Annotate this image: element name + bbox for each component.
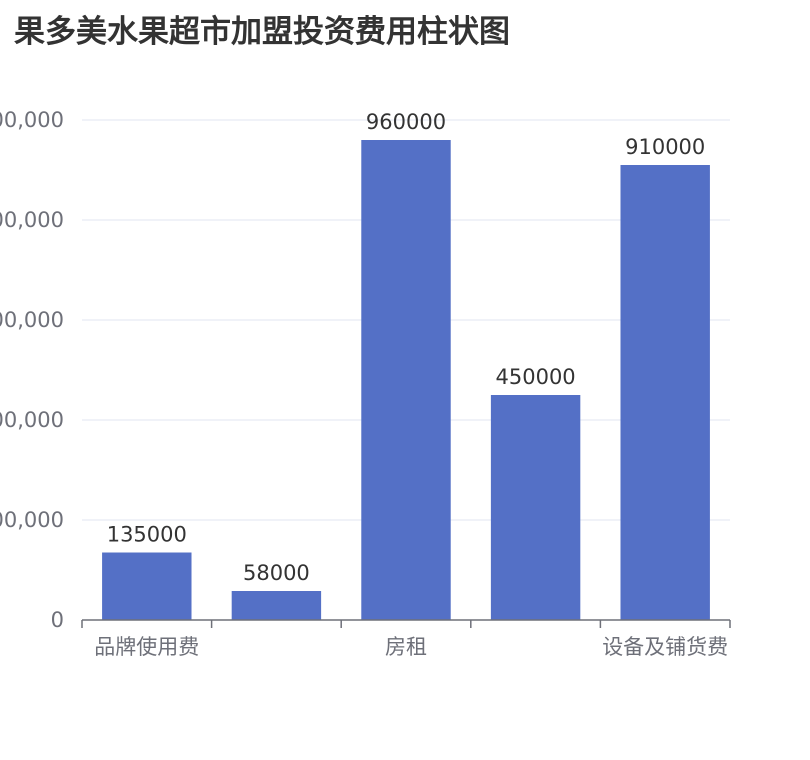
bar [620,165,710,620]
y-tick-label: 1,000,000 [0,108,64,132]
bar-value-label: 960000 [366,110,446,134]
y-tick-label: 200,000 [0,508,64,532]
bar [231,591,322,620]
bar-value-label: 135000 [107,523,187,547]
x-tick-label: 房租 [385,635,427,659]
y-tick-label: 600,000 [0,308,64,332]
bar [361,140,451,620]
bar [102,552,192,620]
y-tick-label: 800,000 [0,208,64,232]
x-tick-label: 品牌使用费 [94,635,199,659]
data-labels: 135000 58000 960000 450000 910000 [107,110,706,585]
y-axis-ticks: 0 200,000 400,000 600,000 800,000 1,000,000 [0,108,64,632]
bars [102,140,710,620]
y-tick-label: 0 [51,608,64,632]
bar-value-label: 910000 [625,135,705,159]
bar [490,395,581,620]
chart-title: 果多美水果超市加盟投资费用柱状图 [14,14,510,50]
x-axis: 品牌使用费 房租 设备及铺货费 [81,619,731,659]
y-tick-label: 400,000 [0,408,64,432]
x-tick-label: 设备及铺货费 [602,635,728,659]
bar-value-label: 450000 [496,365,576,389]
bar-value-label: 58000 [243,561,310,585]
